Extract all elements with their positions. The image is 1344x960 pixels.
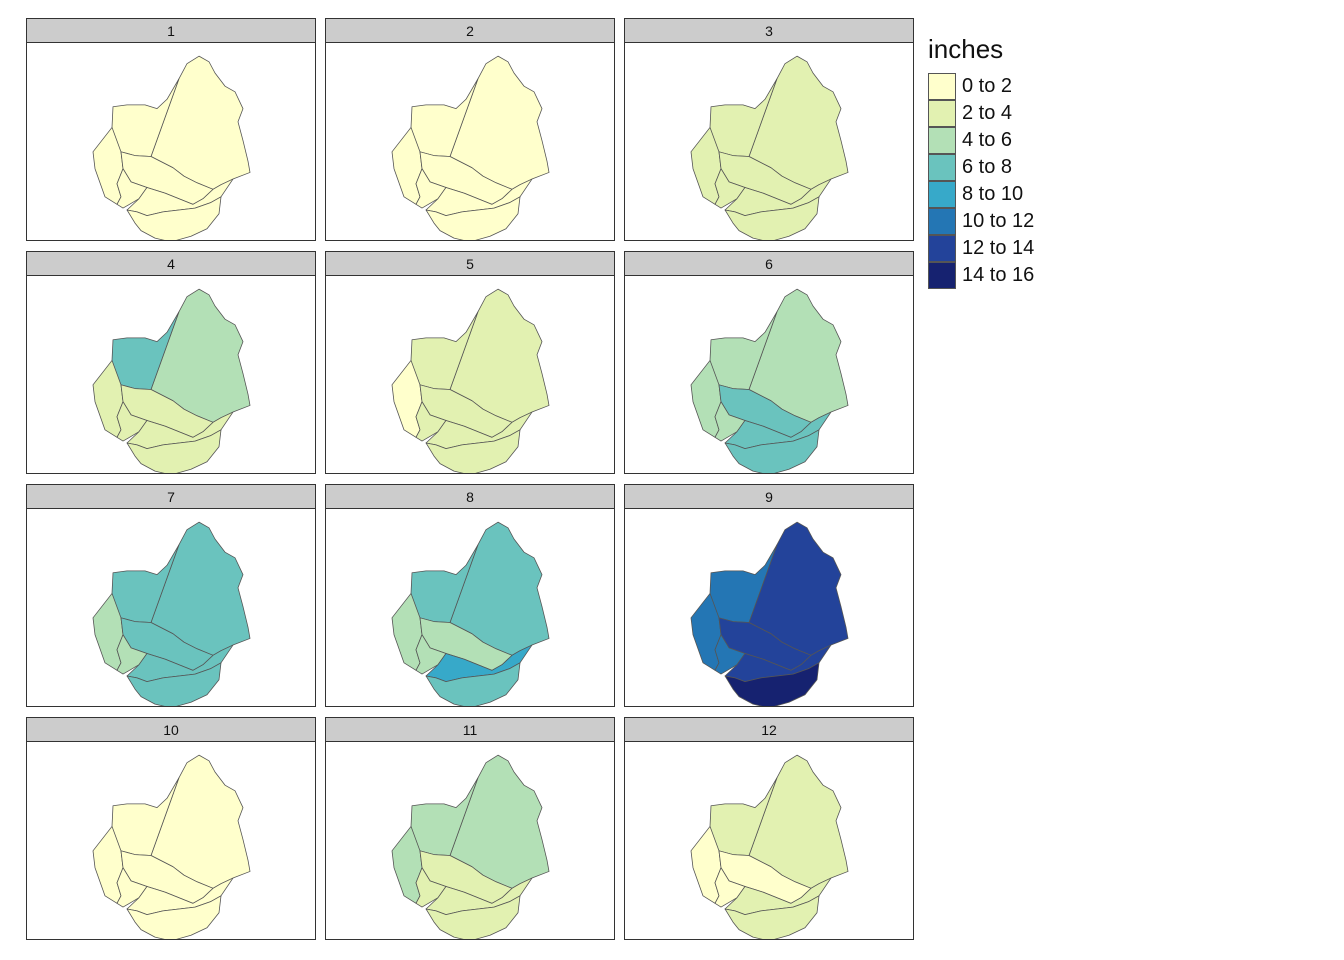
- map-panel-7: 7: [26, 484, 316, 707]
- panel-label: 5: [326, 252, 614, 276]
- southwest-region: [116, 401, 148, 442]
- map-panel-5: 5: [325, 251, 615, 474]
- panel-label: 4: [27, 252, 315, 276]
- southern-region: [724, 662, 820, 706]
- southwest-region: [116, 168, 148, 209]
- map-panel-11: 11: [325, 717, 615, 940]
- legend-label: 8 to 10: [962, 183, 1024, 205]
- map-panel-4: 4: [26, 251, 316, 474]
- legend-item: 2 to 4: [928, 100, 1034, 127]
- map-panel-6: 6: [624, 251, 914, 474]
- map-panel-8: 8: [325, 484, 615, 707]
- choropleth-map: [690, 55, 849, 240]
- southern-region: [425, 196, 521, 240]
- southern-region: [126, 196, 222, 240]
- panel-label: 6: [625, 252, 913, 276]
- choropleth-map: [391, 288, 550, 473]
- panel-label: 2: [326, 19, 614, 43]
- southwest-region: [116, 634, 148, 675]
- choropleth-map: [92, 55, 251, 240]
- southwest-region: [714, 867, 746, 908]
- legend-label: 12 to 14: [962, 237, 1035, 259]
- southwest-region: [714, 401, 746, 442]
- choropleth-map: [391, 521, 550, 706]
- southern-region: [425, 895, 521, 939]
- legend-label: 2 to 4: [962, 102, 1013, 124]
- choropleth-map: [92, 521, 251, 706]
- map-panel-2: 2: [325, 18, 615, 241]
- panel-label: 11: [326, 718, 614, 742]
- legend-item: 14 to 16: [928, 262, 1034, 289]
- legend-title: inches: [928, 34, 1004, 64]
- southern-region: [724, 895, 820, 939]
- southern-region: [724, 196, 820, 240]
- legend-label: 0 to 2: [962, 75, 1013, 97]
- legend-swatch: [928, 73, 956, 100]
- map-panel-12: 12: [624, 717, 914, 940]
- southern-region: [425, 429, 521, 473]
- map-legend: inches 0 to 2 2 to 4 4 to 6 6 to 8 8 to 10 10…: [928, 34, 1034, 289]
- legend-swatch: [928, 235, 956, 262]
- legend-item: 8 to 10: [928, 181, 1034, 208]
- legend-swatch: [928, 127, 956, 154]
- legend-item: 6 to 8: [928, 154, 1034, 181]
- panel-label: 9: [625, 485, 913, 509]
- panel-label: 8: [326, 485, 614, 509]
- legend-swatch: [928, 181, 956, 208]
- southwest-region: [415, 867, 447, 908]
- southwest-region: [415, 401, 447, 442]
- legend-item: 4 to 6: [928, 127, 1034, 154]
- legend-swatch: [928, 100, 956, 127]
- map-panel-3: 3: [624, 18, 914, 241]
- southwest-region: [415, 634, 447, 675]
- southern-region: [126, 895, 222, 939]
- southwest-region: [415, 168, 447, 209]
- legend-swatch: [928, 154, 956, 181]
- southwest-region: [116, 867, 148, 908]
- southern-region: [126, 429, 222, 473]
- panel-label: 1: [27, 19, 315, 43]
- legend-swatch: [928, 208, 956, 235]
- legend-item: 12 to 14: [928, 235, 1034, 262]
- map-panel-9: 9: [624, 484, 914, 707]
- choropleth-map: [391, 55, 550, 240]
- choropleth-map: [690, 754, 849, 939]
- legend-item: 0 to 2: [928, 73, 1034, 100]
- southwest-region: [714, 168, 746, 209]
- southern-region: [126, 662, 222, 706]
- legend-label: 14 to 16: [962, 264, 1035, 286]
- map-panel-10: 10: [26, 717, 316, 940]
- southern-region: [724, 429, 820, 473]
- choropleth-map: [690, 521, 849, 706]
- legend-label: 6 to 8: [962, 156, 1013, 178]
- legend-label: 4 to 6: [962, 129, 1013, 151]
- choropleth-map: [690, 288, 849, 473]
- choropleth-map: [92, 288, 251, 473]
- choropleth-map: [92, 754, 251, 939]
- legend-label: 10 to 12: [962, 210, 1035, 232]
- panel-label: 12: [625, 718, 913, 742]
- legend-item: 10 to 12: [928, 208, 1034, 235]
- choropleth-map: [391, 754, 550, 939]
- southern-region: [425, 662, 521, 706]
- panel-label: 7: [27, 485, 315, 509]
- panel-label: 3: [625, 19, 913, 43]
- legend-swatch: [928, 262, 956, 289]
- map-panel-1: 1: [26, 18, 316, 241]
- southwest-region: [714, 634, 746, 675]
- panel-label: 10: [27, 718, 315, 742]
